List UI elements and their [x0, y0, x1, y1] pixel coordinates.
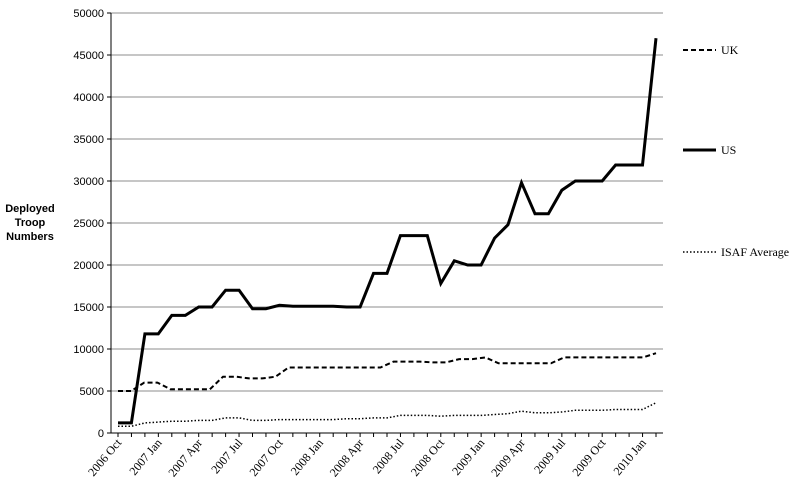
y-tick-label: 20000: [73, 260, 104, 272]
y-tick-label: 5000: [80, 386, 104, 398]
y-tick-labels: 0 5000 10000 15000 20000 25000 30000 35000 40000…: [73, 8, 104, 440]
axes: [107, 12, 663, 437]
y-tick-label: 0: [98, 428, 104, 440]
x-tick-label: 2008 Oct: [408, 435, 448, 478]
y-axis-label: Deployed Troop Numbers: [5, 203, 55, 243]
y-tick-label: 50000: [73, 8, 104, 20]
series-line-us: [118, 38, 658, 425]
y-tick-label: 15000: [73, 302, 104, 314]
y-tick-label: 45000: [73, 50, 104, 62]
legend: UK US ISAF Average: [683, 43, 789, 259]
x-tick-label: 2009 Jul: [531, 435, 569, 476]
x-tick-label: 2009 Jan: [449, 436, 487, 478]
y-axis-label-line: Troop: [15, 217, 46, 229]
y-axis-label-line: Numbers: [6, 231, 54, 243]
x-tick-label: 2009 Oct: [569, 435, 609, 478]
x-tick-label: 2010 Jan: [610, 436, 648, 478]
series-line-isaf-average: [118, 402, 657, 428]
gridlines: [111, 12, 663, 392]
x-tick-label: 2006 Oct: [85, 435, 125, 478]
y-tick-label: 25000: [73, 218, 104, 230]
x-tick-labels: 2006 Oct 2007 Jan 2007 Apr 2007 Jul 2007 Oct…: [85, 435, 649, 479]
legend-label: ISAF Average: [721, 245, 789, 259]
x-tick-label: 2008 Jul: [370, 435, 408, 476]
y-tick-label: 10000: [73, 344, 104, 356]
y-tick-label: 40000: [73, 92, 104, 104]
legend-label: UK: [721, 43, 739, 57]
x-tick-label: 2008 Apr: [327, 436, 367, 479]
x-tick-label: 2007 Oct: [246, 435, 286, 478]
y-tick-label: 30000: [73, 176, 104, 188]
x-tick-label: 2009 Apr: [488, 436, 528, 479]
series-lines: [118, 38, 658, 428]
legend-label: US: [721, 143, 736, 157]
x-tick-label: 2007 Jul: [208, 435, 246, 476]
x-tick-label: 2008 Jan: [288, 436, 326, 478]
y-axis-label-line: Deployed: [5, 203, 55, 215]
x-tick-label: 2007 Jan: [126, 436, 164, 478]
x-tick-label: 2007 Apr: [165, 436, 205, 479]
series-line-uk: [118, 352, 657, 392]
y-tick-label: 35000: [73, 134, 104, 146]
